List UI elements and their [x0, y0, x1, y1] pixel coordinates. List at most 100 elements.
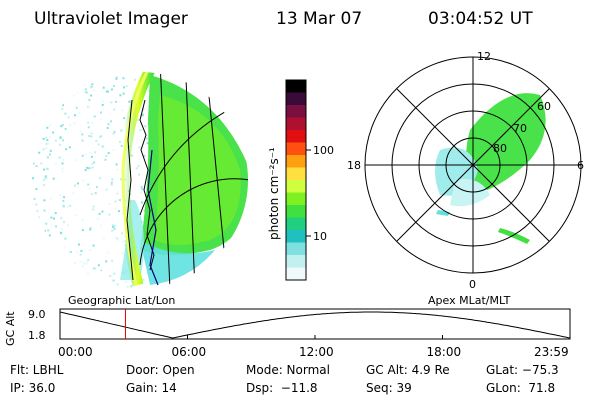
noise-speckle — [44, 85, 47, 88]
noise-speckle — [54, 139, 57, 142]
colorbar-band — [286, 155, 306, 168]
noise-speckle — [61, 275, 64, 278]
noise-speckle — [44, 271, 47, 273]
noise-speckle — [121, 232, 124, 235]
noise-speckle — [76, 182, 79, 185]
noise-speckle — [105, 260, 108, 263]
noise-speckle — [89, 227, 92, 230]
noise-speckle — [41, 272, 44, 275]
noise-speckle — [83, 277, 86, 280]
colorbar-band — [286, 205, 306, 218]
mlt-label-18: 18 — [347, 159, 361, 172]
info-filter: Flt: LBHL — [10, 363, 64, 377]
colorbar-band — [286, 130, 306, 143]
noise-speckle — [136, 118, 139, 121]
noise-speckle — [107, 123, 110, 126]
noise-speckle — [52, 243, 55, 246]
noise-speckle — [53, 217, 55, 220]
noise-speckle — [88, 99, 91, 101]
noise-speckle — [145, 137, 148, 140]
noise-speckle — [49, 153, 51, 156]
noise-speckle — [91, 162, 94, 165]
instrument-title: Ultraviolet Imager — [34, 9, 188, 29]
noise-speckle — [110, 183, 113, 186]
noise-speckle — [92, 244, 95, 247]
noise-speckle — [146, 142, 149, 145]
noise-speckle — [73, 283, 76, 286]
colorbar-band — [286, 267, 306, 281]
colorbar-band — [286, 192, 306, 206]
polar-image: 12 18 6 0 60 70 80 — [347, 50, 584, 291]
colorbar-band — [286, 167, 306, 181]
noise-speckle — [78, 73, 81, 76]
noise-speckle — [61, 98, 64, 101]
noise-speckle — [81, 139, 84, 142]
noise-speckle — [143, 209, 146, 212]
noise-speckle — [91, 267, 94, 270]
noise-speckle — [61, 162, 64, 165]
mlt-label-6: 6 — [577, 159, 584, 172]
noise-speckle — [45, 222, 48, 225]
noise-speckle — [94, 192, 97, 195]
noise-speckle — [49, 124, 52, 127]
aurora-cyan-edge — [140, 240, 215, 285]
noise-speckle — [93, 74, 96, 77]
noise-speckle — [142, 108, 145, 111]
noise-speckle — [36, 210, 39, 212]
colorbar-unit-label: photon cm⁻²s⁻¹ — [267, 147, 281, 240]
noise-speckle — [35, 165, 38, 168]
noise-speckle — [143, 154, 146, 157]
aurora-inner — [155, 95, 241, 245]
noise-speckle — [72, 94, 75, 97]
noise-speckle — [66, 205, 69, 208]
noise-speckle — [90, 193, 93, 196]
coastline — [139, 99, 155, 271]
colorbar-band — [286, 230, 306, 243]
noise-speckle — [33, 238, 36, 241]
noise-speckle — [75, 90, 78, 93]
info-gc-alt: GC Alt: 4.9 Re — [366, 363, 450, 377]
noise-speckle — [93, 161, 96, 164]
noise-speckle — [48, 248, 50, 251]
noise-speckle — [114, 200, 117, 203]
noise-speckle — [50, 224, 53, 227]
noise-speckle — [58, 97, 61, 100]
timeline-xtick-label: 12:00 — [299, 345, 334, 359]
noise-speckle — [135, 167, 138, 170]
noise-speckle — [75, 106, 78, 109]
mlt-label-12: 12 — [477, 50, 491, 63]
noise-speckle — [54, 212, 57, 215]
info-mode: Mode: Normal — [246, 363, 330, 377]
noise-speckle — [74, 114, 76, 117]
noise-speckle — [112, 279, 115, 282]
polar-diagonal-2 — [396, 88, 550, 242]
noise-speckle — [38, 274, 40, 277]
noise-speckle — [71, 77, 74, 80]
noise-speckle — [43, 240, 46, 243]
noise-speckle — [59, 143, 61, 146]
noise-speckle — [45, 136, 48, 139]
noise-speckle — [87, 272, 90, 275]
noise-speckle — [105, 188, 108, 191]
noise-speckle — [63, 221, 65, 224]
noise-speckle — [74, 214, 77, 217]
noise-speckle — [68, 146, 71, 149]
noise-speckle — [58, 156, 61, 159]
noise-speckle — [115, 76, 118, 79]
noise-speckle — [100, 111, 102, 114]
noise-speckle — [67, 224, 70, 227]
noise-speckle — [83, 262, 86, 265]
noise-speckle — [90, 94, 93, 97]
noise-speckle — [88, 167, 91, 170]
noise-speckle — [32, 116, 35, 118]
noise-speckle — [43, 178, 46, 181]
noise-speckle — [50, 216, 53, 219]
noise-speckle — [112, 226, 115, 228]
noise-speckle — [81, 133, 84, 136]
geographic-image — [32, 72, 248, 288]
noise-speckle — [97, 218, 100, 221]
noise-speckle — [67, 116, 70, 119]
noise-speckle — [66, 72, 69, 74]
colorbar-band — [286, 117, 306, 131]
noise-speckle — [140, 201, 143, 204]
